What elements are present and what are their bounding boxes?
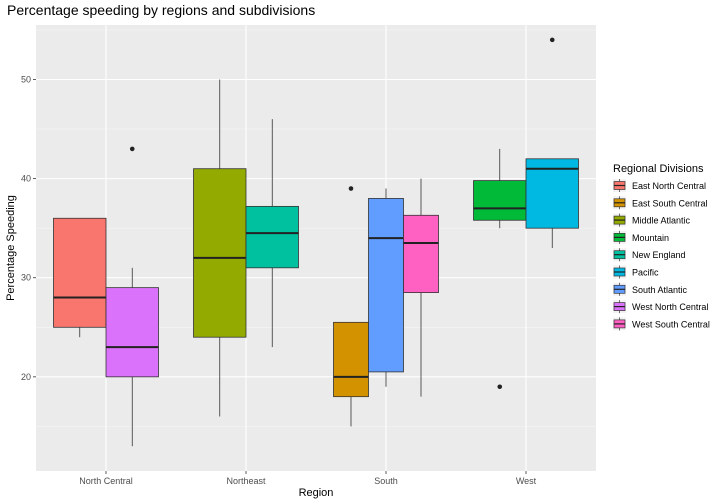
legend-label: East South Central: [632, 198, 708, 208]
y-tick-label: 20: [21, 372, 31, 382]
y-tick-label: 40: [21, 174, 31, 184]
box-body: [245, 205, 299, 269]
box-west-north-central: [105, 146, 159, 447]
legend-label: South Atlantic: [632, 285, 688, 295]
box-west-south-central: [403, 178, 439, 397]
outlier-point: [348, 186, 354, 191]
box-middle-atlantic: [193, 79, 247, 417]
box-body: [53, 217, 107, 328]
x-axis: North Central Northeast South West: [79, 471, 537, 486]
outlier-point: [497, 384, 503, 390]
box-south-atlantic: [368, 188, 404, 387]
x-tick-label: South: [374, 476, 398, 486]
outlier-point: [549, 37, 555, 43]
box-pacific: [525, 37, 579, 248]
legend-label: New England: [632, 250, 686, 260]
legend-label: Pacific: [632, 268, 659, 278]
box-new-england: [245, 119, 299, 348]
legend-label: Middle Atlantic: [632, 216, 691, 226]
chart-title: Percentage speeding by regions and subdi…: [7, 2, 315, 18]
box-mountain: [473, 148, 527, 390]
box-body: [333, 321, 369, 398]
legend-label: East North Central: [632, 181, 706, 191]
x-tick-label: North Central: [79, 476, 133, 486]
y-tick-label: 30: [21, 273, 31, 283]
legend-label: West South Central: [632, 319, 710, 329]
outlier-point: [129, 146, 135, 152]
box-body: [368, 198, 404, 373]
x-axis-title: Region: [299, 487, 334, 499]
x-tick-label: West: [516, 476, 537, 486]
box-east-north-central: [53, 217, 107, 338]
legend-label: Mountain: [632, 233, 669, 243]
y-axis: 20 30 40 50: [21, 75, 36, 382]
x-tick-label: Northeast: [226, 476, 266, 486]
box-body: [193, 168, 247, 338]
legend: Regional Divisions East North Central Eas…: [613, 163, 710, 331]
plot-panel: [36, 25, 596, 471]
legend-label: West North Central: [632, 302, 708, 312]
box-east-south-central: [333, 186, 369, 427]
box-body: [525, 158, 579, 229]
y-axis-title: Percentage Speeding: [5, 195, 17, 301]
y-tick-label: 50: [21, 75, 31, 85]
box-body: [105, 287, 159, 378]
boxes-layer: [53, 37, 579, 447]
legend-title: Regional Divisions: [613, 163, 704, 175]
box-body: [403, 214, 439, 293]
box-body: [473, 180, 527, 221]
